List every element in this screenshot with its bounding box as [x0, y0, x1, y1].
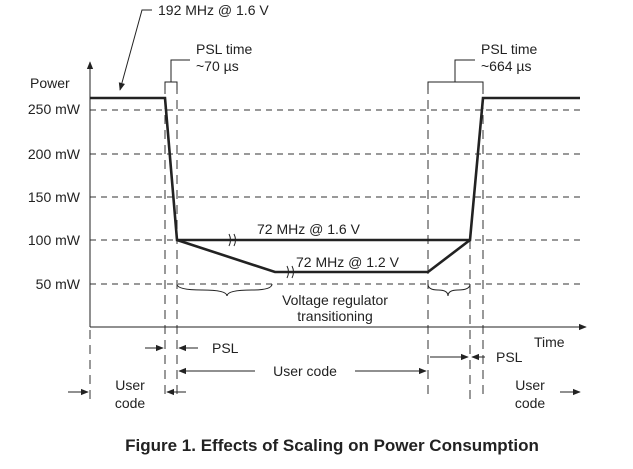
phase-label: User [515, 377, 545, 393]
power-trace-low [176, 238, 471, 274]
y-tick-label: 200 mW [28, 146, 81, 162]
y-tick-label: 250 mW [28, 101, 81, 117]
annotation: transitioning [297, 308, 373, 324]
annotation: 192 MHz @ 1.6 V [158, 2, 269, 18]
phase-label: code [515, 395, 546, 411]
power-trace-high [90, 96, 580, 242]
x-axis-label: Time [534, 334, 565, 350]
phase-label: PSL [496, 349, 523, 365]
pointer [454, 59, 475, 82]
grid [90, 109, 580, 285]
annotation: ~664 µs [481, 58, 532, 74]
phase-label: User [115, 377, 145, 393]
annotation: 72 MHz @ 1.6 V [257, 221, 361, 237]
pointer [118, 9, 152, 91]
break-marks [228, 233, 294, 279]
phase-label: User code [273, 363, 337, 379]
pointer [170, 59, 190, 82]
brace [176, 283, 273, 297]
break-mark [228, 233, 236, 247]
phase-lines [89, 85, 484, 400]
bracket [164, 81, 178, 90]
annotation: PSL time [481, 41, 537, 57]
break-mark [286, 265, 294, 279]
annotation: PSL time [196, 41, 252, 57]
annotation: ~70 µs [196, 58, 239, 74]
y-tick-label: 100 mW [28, 232, 81, 248]
bracket [427, 81, 484, 90]
annotation: Voltage regulator [282, 292, 388, 308]
phase-label: PSL [212, 340, 239, 356]
y-tick-label: 150 mW [28, 189, 81, 205]
phase-label: code [115, 395, 146, 411]
caption: Figure 1. Effects of Scaling on Power Co… [125, 436, 539, 455]
y-tick-label: 50 mW [36, 276, 81, 292]
brace [427, 283, 471, 297]
annotation: 72 MHz @ 1.2 V [296, 254, 400, 270]
y-axis-label: Power [30, 75, 70, 91]
